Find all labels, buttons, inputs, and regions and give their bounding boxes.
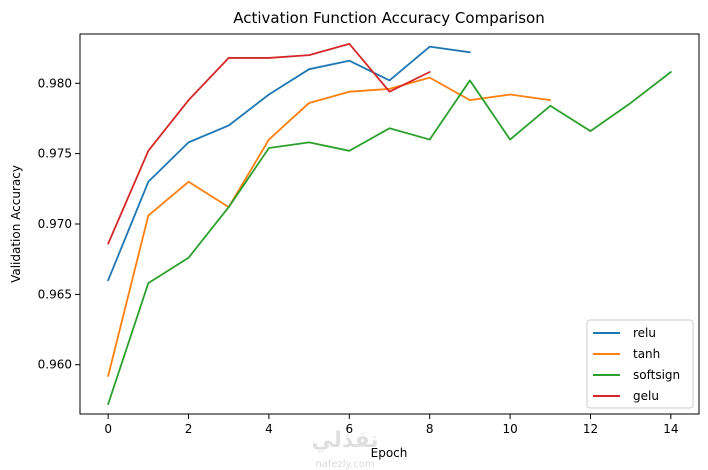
y-tick-label: 0.960 (38, 358, 72, 372)
y-tick-label: 0.965 (38, 287, 72, 301)
x-tick-label: 14 (663, 422, 678, 436)
series-line-softsign (107, 71, 672, 406)
x-tick-label: 12 (583, 422, 598, 436)
watermark: نفذلي nafezly.com (311, 428, 378, 470)
series-line-relu (107, 45, 471, 282)
series-line-gelu (107, 42, 431, 245)
legend-label-tanh: tanh (633, 347, 660, 361)
y-tick-label: 0.980 (38, 76, 72, 90)
x-tick-label: 0 (104, 422, 112, 436)
legend-label-gelu: gelu (633, 389, 659, 403)
y-axis-label: Validation Accuracy (9, 165, 23, 283)
series-layer (107, 42, 672, 406)
x-axis-label: Epoch (371, 446, 408, 460)
x-axis-ticks: 0 2 4 6 8 10 12 14 (104, 414, 679, 436)
y-tick-label: 0.975 (38, 147, 72, 161)
chart-title: Activation Function Accuracy Comparison (233, 9, 545, 27)
legend-label-relu: relu (633, 326, 656, 340)
x-tick-label: 6 (345, 422, 353, 436)
x-tick-label: 2 (185, 422, 193, 436)
x-tick-label: 10 (502, 422, 517, 436)
legend: relu tanh softsign gelu (586, 319, 694, 409)
y-axis-ticks: 0.960 0.965 0.970 0.975 0.980 (38, 76, 80, 372)
y-tick-label: 0.970 (38, 217, 72, 231)
watermark-subtext: nafezly.com (315, 459, 374, 470)
series-line-tanh (107, 76, 552, 377)
x-tick-label: 8 (426, 422, 434, 436)
legend-label-softsign: softsign (633, 368, 680, 382)
watermark-logo-text: نفذلي (311, 428, 378, 453)
x-tick-label: 4 (265, 422, 273, 436)
